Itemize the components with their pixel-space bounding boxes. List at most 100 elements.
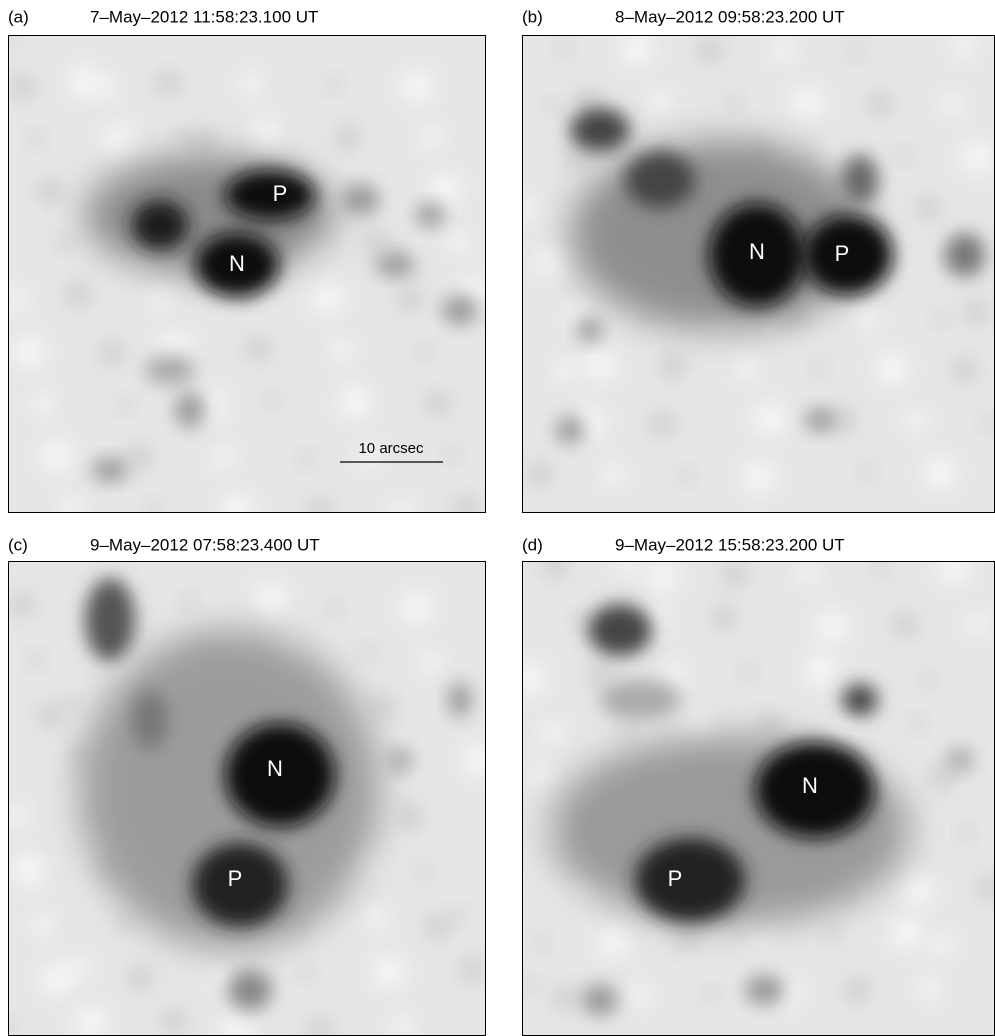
granule — [360, 644, 376, 660]
image-panel — [512, 551, 995, 1036]
granule — [673, 925, 701, 953]
granule — [12, 335, 46, 369]
granule — [815, 610, 849, 644]
granule — [126, 964, 154, 992]
granule — [921, 672, 937, 688]
granule — [545, 98, 561, 114]
polarity-marker: P — [835, 241, 850, 266]
granule — [240, 73, 262, 95]
granule — [36, 177, 64, 205]
granule — [648, 410, 676, 438]
granule — [396, 285, 424, 313]
granule — [334, 123, 362, 151]
blob — [85, 578, 135, 662]
granule — [914, 194, 942, 222]
granule — [248, 119, 282, 153]
granule — [533, 935, 549, 951]
timestamp: 7–May–2012 11:58:23.100 UT — [90, 7, 318, 26]
granule — [298, 966, 314, 982]
granule — [588, 662, 616, 690]
granule — [962, 298, 990, 326]
panel-label: (d) — [522, 535, 543, 554]
granule — [98, 339, 126, 367]
granule — [951, 356, 979, 384]
scale-bar-label: 10 arcsec — [358, 440, 424, 457]
granule — [150, 285, 172, 307]
polarity-marker: N — [802, 773, 818, 798]
blob — [588, 604, 652, 656]
granule — [400, 69, 434, 103]
granule — [735, 356, 757, 378]
blob — [442, 295, 478, 325]
granule — [942, 94, 964, 116]
granule — [710, 603, 738, 631]
blob — [388, 748, 412, 772]
blob — [945, 233, 985, 277]
granule — [424, 389, 452, 417]
granule — [645, 559, 679, 593]
polarity-marker: N — [229, 251, 245, 276]
blob — [448, 682, 472, 718]
granule — [535, 244, 569, 278]
granule — [696, 36, 724, 64]
granule — [953, 36, 975, 58]
granule — [188, 127, 216, 155]
granule — [330, 339, 352, 361]
granule — [790, 86, 824, 120]
granule — [244, 335, 272, 363]
granule — [298, 451, 314, 467]
granule — [56, 235, 72, 251]
granule — [254, 582, 288, 616]
granule — [726, 94, 742, 110]
granule — [8, 591, 36, 619]
granule — [4, 804, 26, 826]
polarity-marker: P — [273, 181, 288, 206]
granule — [452, 493, 480, 521]
granule — [905, 410, 927, 432]
granule — [326, 77, 342, 93]
granule — [531, 765, 553, 787]
granule — [721, 560, 749, 588]
granule — [28, 131, 44, 147]
granule — [875, 352, 909, 386]
granule — [919, 977, 941, 999]
granule — [338, 385, 372, 419]
granule — [859, 464, 875, 480]
blob — [582, 984, 618, 1016]
granule — [900, 873, 934, 907]
blob — [745, 975, 785, 1005]
blob — [228, 970, 272, 1010]
granule — [428, 173, 462, 207]
granule — [40, 439, 74, 473]
granule — [517, 198, 539, 220]
granule — [388, 239, 404, 255]
granule — [512, 661, 546, 695]
granule — [400, 590, 434, 624]
blob — [805, 408, 835, 432]
timestamp: 8–May–2012 09:58:23.200 UT — [615, 7, 845, 26]
granule — [32, 914, 54, 936]
granule — [678, 468, 694, 484]
granule — [873, 562, 889, 578]
timestamp: 9–May–2012 07:58:23.400 UT — [90, 535, 320, 554]
granule — [8, 73, 36, 101]
granule — [126, 443, 154, 471]
granule — [820, 144, 842, 166]
blob — [175, 392, 205, 428]
granule — [866, 90, 894, 118]
granule — [68, 65, 102, 99]
granule — [937, 551, 971, 585]
granule — [616, 553, 638, 575]
granule — [364, 906, 386, 928]
blob — [578, 318, 602, 342]
blob — [416, 203, 444, 227]
granule — [627, 985, 649, 1007]
granule — [368, 693, 396, 721]
granule — [740, 664, 756, 680]
polarity-marker: N — [267, 756, 283, 781]
granule — [554, 360, 576, 382]
granule — [306, 497, 334, 525]
granule — [583, 348, 617, 382]
granule — [958, 825, 974, 841]
granule — [825, 927, 841, 943]
